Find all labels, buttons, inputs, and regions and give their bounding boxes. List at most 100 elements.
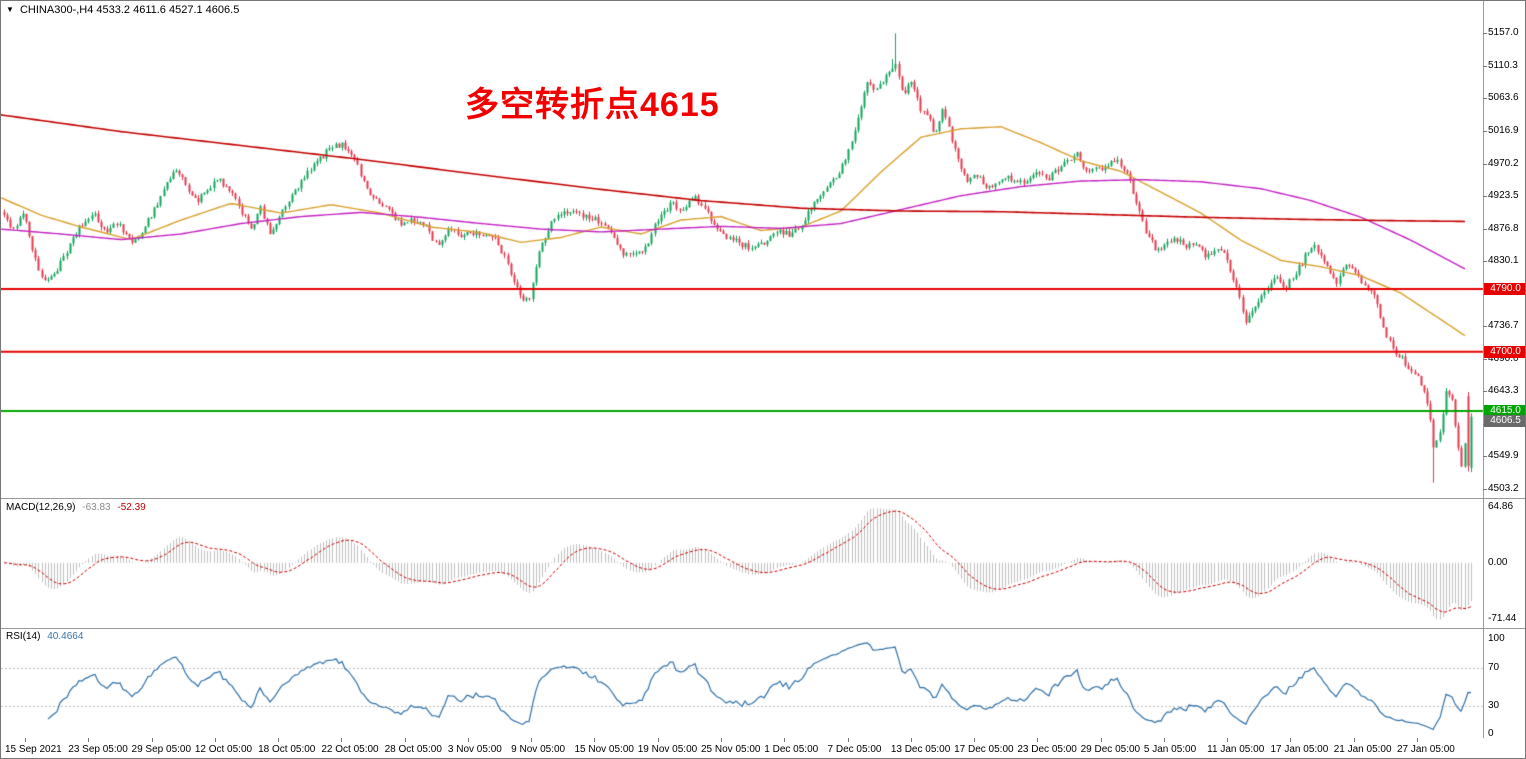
time-tick-mark [1164,738,1165,742]
price-tick-mark [1483,391,1487,392]
macd-scale-label: 64.86 [1488,501,1514,512]
price-scale-separator [1483,1,1484,738]
quote-text: CHINA300-,H4 4533.2 4611.6 4527.1 4606.5 [19,4,240,16]
time-tick-mark [594,738,595,742]
time-tick-mark [721,738,722,742]
symbol-dropdown-icon[interactable]: ▼ [6,5,14,14]
time-axis-label: 17 Dec 05:00 [954,744,1014,755]
time-axis-label: 7 Dec 05:00 [827,744,882,755]
time-axis-label: 12 Oct 05:00 [194,744,253,755]
panel-separator-rsi [1,628,1525,629]
macd-main-value: -63.83 [82,502,111,513]
time-tick-mark [215,738,216,742]
time-tick-mark [1417,738,1418,742]
time-tick-mark [152,738,153,742]
level-tag-4615: 4615.0 [1484,404,1525,417]
time-axis-label: 15 Sep 2021 [5,744,62,755]
price-tick-mark [1483,131,1487,132]
price-tick-label: 4970.2 [1488,157,1519,169]
time-axis-label: 11 Jan 05:00 [1207,744,1265,755]
price-tick-label: 5157.0 [1488,27,1519,39]
time-axis-label: 27 Jan 05:00 [1397,744,1455,755]
macd-scale-label: -71.44 [1488,613,1517,624]
price-tick-label: 4923.5 [1488,190,1519,202]
price-tick-mark [1483,66,1487,67]
rsi-name: RSI(14) [6,631,41,642]
time-tick-mark [911,738,912,742]
rsi-value: 40.4664 [47,631,84,642]
price-tick-mark [1483,261,1487,262]
time-axis-label: 29 Sep 05:00 [131,744,192,755]
time-axis-label: 15 Nov 05:00 [574,744,634,755]
price-tick-label: 4643.3 [1488,385,1519,397]
macd-indicator-label: MACD(12,26,9) -63.83 -52.39 [6,502,146,513]
time-axis-label: 19 Nov 05:00 [637,744,698,755]
price-tick-label: 5016.9 [1488,124,1519,136]
time-axis-label: 1 Dec 05:00 [764,744,819,755]
price-tick-mark [1483,456,1487,457]
price-tick-label: 4830.1 [1488,255,1519,267]
time-axis-label: 23 Dec 05:00 [1017,744,1077,755]
time-tick-mark [974,738,975,742]
panel-separator-macd [1,498,1525,499]
price-tick-label: 4690.0 [1488,352,1519,364]
price-tick-label: 4549.9 [1488,450,1519,462]
time-tick-mark [88,738,89,742]
macd-name: MACD(12,26,9) [6,502,76,513]
price-tick-mark [1483,326,1487,327]
time-tick-mark [1037,738,1038,742]
time-tick-mark [278,738,279,742]
price-tick-mark [1483,489,1487,490]
time-axis-label: 13 Dec 05:00 [890,744,951,755]
price-tick-mark [1483,33,1487,34]
macd-scale-label: 0.00 [1488,556,1508,568]
price-tick-label: 4876.8 [1488,222,1519,234]
time-axis[interactable]: 15 Sep 2021 23 Sep 05:00 29 Sep 05:00 12 Oc… [1,738,1525,758]
time-tick-mark [1290,738,1291,742]
price-tick-label: 5063.6 [1488,92,1519,104]
time-tick-mark [1354,738,1355,742]
time-axis-label: 23 Sep 05:00 [68,744,128,755]
price-tick-label: 4736.7 [1488,320,1519,332]
macd-signal-value: -52.39 [117,502,146,513]
rsi-scale-label: 0 [1488,728,1494,739]
time-tick-mark [341,738,342,742]
rsi-scale-label: 70 [1488,661,1500,673]
price-scale[interactable]: 5157.0 5110.3 5063.6 5016.9 4970.2 4923.5 4876… [1483,1,1525,738]
price-tick-mark [1483,164,1487,165]
level-tag-4790: 4790.0 [1484,283,1525,296]
time-tick-mark [468,738,469,742]
time-axis-label: 18 Oct 05:00 [258,744,316,755]
time-tick-mark [784,738,785,742]
quote-line: ▼ CHINA300-,H4 4533.2 4611.6 4527.1 4606… [6,4,239,16]
price-tick-mark [1483,196,1487,197]
time-tick-mark [848,738,849,742]
time-tick-mark [1101,738,1102,742]
level-tag-4700: 4700.0 [1484,345,1525,358]
time-axis-label: 17 Jan 05:00 [1270,744,1329,755]
price-tick-mark [1483,98,1487,99]
rsi-indicator-label: RSI(14) 40.4664 [6,631,83,642]
rsi-scale-label: 100 [1488,633,1505,644]
time-axis-label: 3 Nov 05:00 [447,744,502,755]
price-tick-mark [1483,229,1487,230]
price-tick-label: 5110.3 [1488,59,1518,71]
time-tick-mark [531,738,532,742]
time-axis-label: 5 Jan 05:00 [1143,744,1197,755]
time-axis-label: 21 Jan 05:00 [1333,744,1392,755]
annotation-text: 多空转折点4615 [465,86,720,124]
time-axis-label: 9 Nov 05:00 [511,744,566,755]
rsi-scale-label: 30 [1488,699,1500,711]
time-tick-mark [1227,738,1228,742]
time-tick-mark [658,738,659,742]
time-axis-label: 28 Oct 05:00 [384,744,442,755]
price-tick-label: 4503.2 [1488,482,1519,494]
time-axis-label: 29 Dec 05:00 [1080,744,1141,755]
time-axis-label: 25 Nov 05:00 [701,744,761,755]
current-price-tag: 4606.5 [1484,414,1525,427]
price-tick-mark [1483,359,1487,360]
time-tick-mark [25,738,26,742]
time-axis-label: 22 Oct 05:00 [321,744,379,755]
